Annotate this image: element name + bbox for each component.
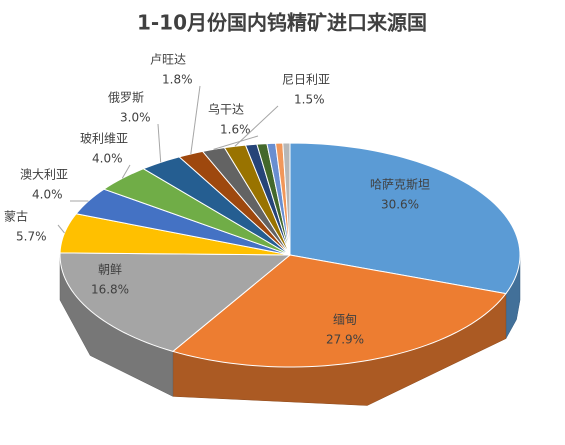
leader-line xyxy=(57,224,65,234)
pie-slice xyxy=(282,142,291,256)
leader-line xyxy=(157,123,162,163)
slice-label-name: 朝鲜 xyxy=(98,263,122,277)
pie-slice xyxy=(75,188,291,256)
slice-label-name: 乌干达 xyxy=(208,102,244,117)
slice-label-value: 16.8% xyxy=(91,283,129,297)
slice-label-value: 1.6% xyxy=(220,123,251,137)
slice-label-name: 澳大利亚 xyxy=(20,168,68,182)
pie-slice xyxy=(289,142,521,295)
leader-line xyxy=(190,85,201,155)
slice-label-value: 30.6% xyxy=(381,198,419,212)
slice-label-name: 玻利维亚 xyxy=(80,132,128,146)
slice-label-name: 蒙古 xyxy=(4,209,28,224)
slice-label-value: 1.8% xyxy=(162,73,193,87)
leader-line xyxy=(234,105,279,147)
slice-label-value: 4.0% xyxy=(32,188,63,202)
slice-label-name: 哈萨克斯坦 xyxy=(370,178,430,192)
slice-label-value: 5.7% xyxy=(16,230,47,244)
leader-line xyxy=(121,164,131,179)
slice-label-name: 尼日利亚 xyxy=(282,73,330,87)
leader-line xyxy=(213,135,259,150)
slice-label-name: 卢旺达 xyxy=(150,52,186,67)
slice-label-value: 1.5% xyxy=(294,93,325,107)
chart-title: 1-10月份国内钨精矿进口来源国 xyxy=(137,11,427,35)
pie-slice xyxy=(102,168,291,256)
pie-slice xyxy=(59,252,292,352)
slice-label-value: 27.9% xyxy=(326,333,364,347)
slice-label-name: 缅甸 xyxy=(333,313,357,327)
slice-label-value: 4.0% xyxy=(92,152,123,166)
slice-label-value: 3.0% xyxy=(120,111,151,125)
slice-label-name: 俄罗斯 xyxy=(108,91,144,105)
